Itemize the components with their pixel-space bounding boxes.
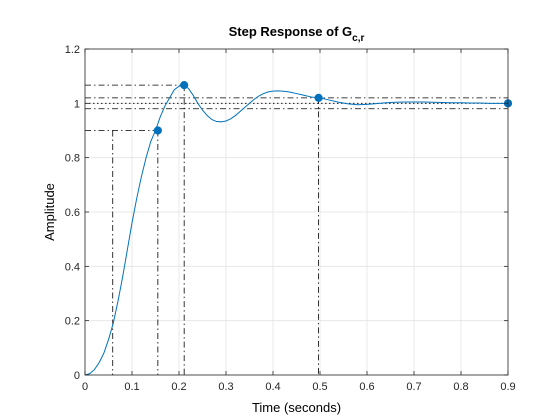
y-tick-label: 0.8 bbox=[65, 153, 80, 165]
x-tick-label: 0 bbox=[82, 381, 88, 393]
x-tick-label: 0.2 bbox=[171, 381, 186, 393]
chart-title-subscript: c,r bbox=[352, 33, 364, 44]
chart-title-main: Step Response of G bbox=[229, 24, 353, 39]
y-tick-label: 0.6 bbox=[65, 207, 80, 219]
reference-lines bbox=[85, 84, 508, 375]
x-tick-label: 0.7 bbox=[406, 381, 421, 393]
x-tick-label: 0.9 bbox=[500, 381, 515, 393]
chart-title: Step Response of Gc,r bbox=[229, 24, 365, 44]
x-tick-label: 0.5 bbox=[312, 381, 327, 393]
y-axis-label: Amplitude bbox=[42, 183, 57, 241]
y-tick-label: 1.2 bbox=[65, 44, 80, 56]
step-response-line bbox=[84, 84, 508, 376]
y-tick-label: 0.2 bbox=[65, 316, 80, 328]
y-tick-label: 0 bbox=[74, 370, 80, 382]
x-axis-label: Time (seconds) bbox=[252, 400, 341, 415]
characteristic-point[interactable] bbox=[153, 126, 162, 135]
characteristic-markers bbox=[153, 81, 513, 135]
axis-ticks: 0 0.1 0.2 0.3 0.4 0.5 0.6 0.7 0.8 0.9 0 0.2 0.4 0.6 0.… bbox=[65, 44, 516, 393]
x-tick-label: 0.8 bbox=[453, 381, 468, 393]
x-tick-label: 0.6 bbox=[359, 381, 374, 393]
x-tick-label: 0.4 bbox=[265, 381, 280, 393]
y-tick-label: 0.4 bbox=[65, 261, 80, 273]
y-tick-label: 1 bbox=[74, 98, 80, 110]
x-tick-label: 0.3 bbox=[218, 381, 233, 393]
characteristic-point[interactable] bbox=[314, 93, 323, 103]
characteristic-point[interactable] bbox=[180, 81, 189, 90]
x-tick-label: 0.1 bbox=[124, 381, 139, 393]
series-layer bbox=[84, 84, 508, 376]
